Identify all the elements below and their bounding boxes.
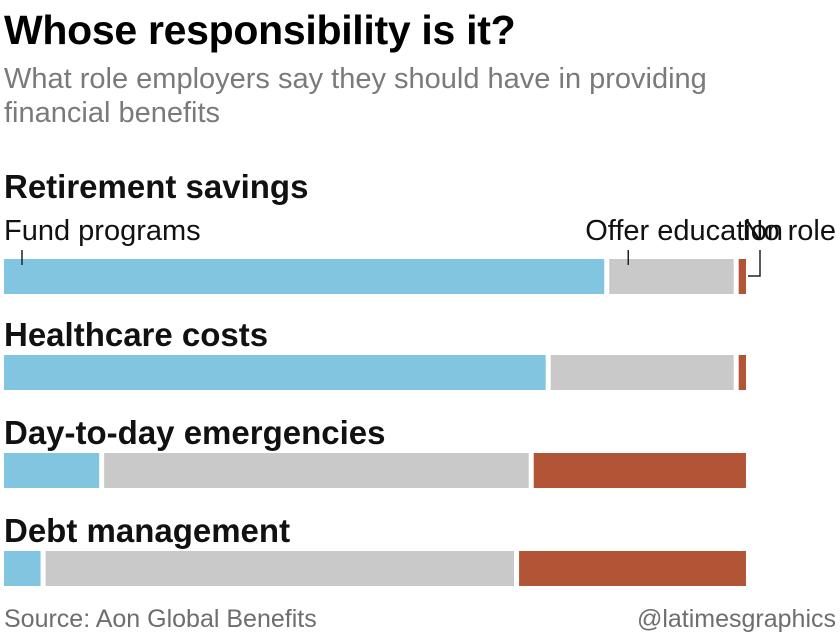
bar-segment-retirement-savings-offer-education <box>609 259 734 294</box>
bar-segment-healthcare-costs-no-role <box>738 355 746 390</box>
stacked-bar-chart: Retirement savings Healthcare costs Day-to… <box>4 168 837 586</box>
bar-segment-day-to-day-emergencies-no-role <box>533 453 746 488</box>
bar-segment-debt-management-no-role <box>519 551 746 586</box>
category-label-healthcare-costs: Healthcare costs <box>4 316 268 353</box>
chart-subtitle: What role employers say they should have… <box>4 63 707 129</box>
bar-segment-day-to-day-emergencies-fund-programs <box>4 453 100 488</box>
bar-segment-retirement-savings-no-role <box>738 259 746 294</box>
series-label-offer-education: Offer education <box>585 215 783 247</box>
bar-segment-debt-management-fund-programs <box>4 551 41 586</box>
category-label-day-to-day-emergencies: Day-to-day emergencies <box>4 414 385 451</box>
category-label-debt-management: Debt management <box>4 512 290 549</box>
series-tick-no-role <box>748 250 761 277</box>
bar-segment-day-to-day-emergencies-offer-education <box>104 453 529 488</box>
category-label-retirement-savings: Retirement savings <box>4 168 308 205</box>
bar-segment-healthcare-costs-fund-programs <box>4 355 546 390</box>
bar-segment-retirement-savings-fund-programs <box>4 259 605 294</box>
series-label-no-role: No role <box>743 215 837 247</box>
series-label-fund-programs: Fund programs <box>4 215 201 247</box>
credit-line: @latimesgraphics <box>636 605 836 633</box>
chart-title: Whose responsibility is it? <box>4 7 516 53</box>
bar-segment-debt-management-offer-education <box>45 551 515 586</box>
bar-segment-healthcare-costs-offer-education <box>550 355 734 390</box>
source-note: Source: Aon Global Benefits <box>4 605 317 633</box>
